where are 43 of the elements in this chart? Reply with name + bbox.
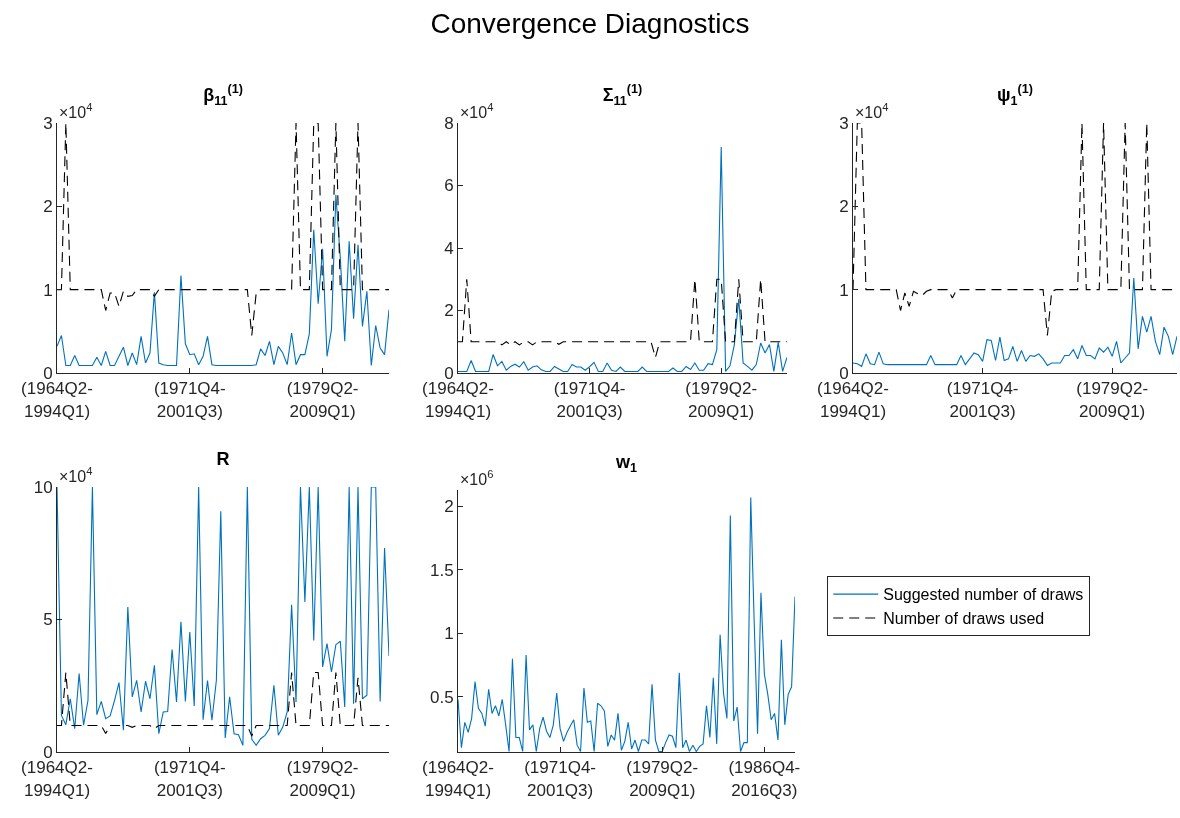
x-tick-label: (1979Q2- 2009Q1) [626, 758, 699, 800]
line-series [57, 487, 389, 746]
x-tick-label: (1979Q2- 2009Q1) [1076, 379, 1149, 421]
text: ×10$^{6}$ [460, 468, 494, 488]
y-tick-label: 5 [43, 610, 53, 630]
y-tick-label: 2 [444, 497, 454, 517]
y-tick-label: 1 [444, 624, 454, 644]
chart-title: w$_{1}$ [614, 452, 638, 475]
y-tick-label: 2 [444, 301, 454, 321]
x-tick-label: (1979Q2- 2009Q1) [286, 379, 359, 421]
y-tick-label: 1 [839, 280, 849, 300]
y-tick-label: 2 [839, 197, 849, 217]
legend-label: Number of draws used [883, 610, 1045, 628]
line-series [458, 278, 787, 358]
line-series [57, 194, 389, 367]
line-series [57, 671, 389, 737]
y-tick-label: 1 [43, 280, 53, 300]
text: Convergence Diagnostics [429, 8, 751, 40]
y-tick-label: 8 [444, 113, 454, 133]
text: ×10$^{4}$ [59, 101, 93, 121]
x-tick-label: (1971Q4- 2001Q3) [153, 379, 226, 421]
y-tick-label: 0.5 [429, 687, 454, 707]
text: ×10$^{4}$ [855, 101, 889, 121]
x-tick-label: (1971Q4- 2001Q3) [946, 379, 1019, 421]
x-tick-label: (1971Q4- 2001Q3) [524, 758, 597, 800]
text: ×10$^{4}$ [460, 101, 494, 121]
y-tick-label: 6 [444, 176, 454, 196]
chart-title: R [216, 449, 230, 469]
x-tick-label: (1971Q4- 2001Q3) [153, 758, 226, 800]
x-tick-label: (1979Q2- 2009Q1) [685, 379, 758, 421]
line-series [853, 277, 1177, 367]
x-tick-label: (1964Q2- 1994Q1) [422, 758, 494, 800]
x-tick-label: (1986Q4- 2016Q3) [728, 758, 801, 800]
y-tick-label: 2 [43, 197, 53, 217]
legend-label: Suggested number of draws [883, 586, 1084, 604]
y-tick-label: 3 [43, 113, 53, 133]
y-tick-label: 3 [839, 113, 849, 133]
y-tick-label: 1.5 [429, 560, 454, 580]
y-tick-label: 4 [444, 238, 454, 258]
x-tick-label: (1979Q2- 2009Q1) [286, 758, 359, 800]
x-tick-label: (1971Q4- 2001Q3) [553, 379, 626, 421]
y-tick-label: 10 [33, 477, 53, 497]
text: ×10$^{4}$ [59, 465, 93, 485]
